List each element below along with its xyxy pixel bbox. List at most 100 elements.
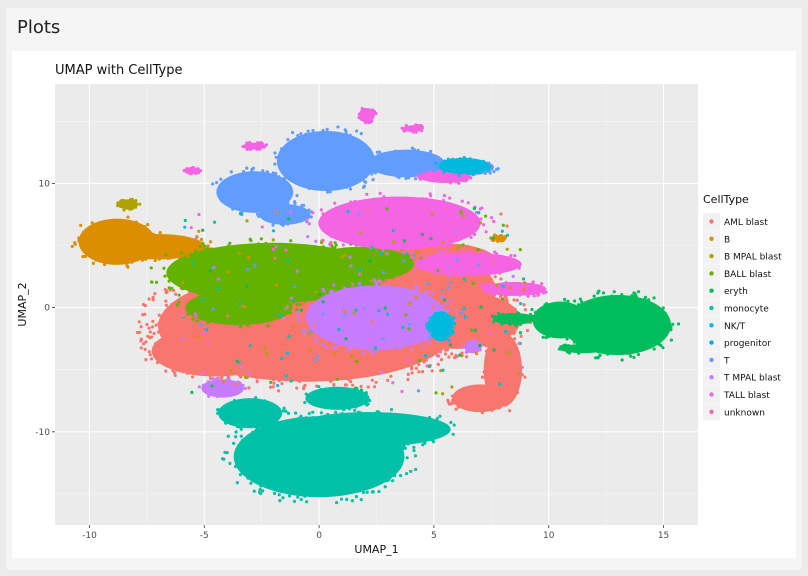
data-point <box>169 256 173 260</box>
data-point <box>163 288 167 292</box>
data-point <box>528 312 533 317</box>
data-point <box>151 298 155 302</box>
data-point <box>288 142 292 146</box>
data-point <box>454 309 458 313</box>
data-point <box>492 293 497 297</box>
data-point <box>299 308 304 312</box>
data-point <box>353 386 357 390</box>
data-point <box>372 109 377 114</box>
data-point <box>306 257 310 261</box>
data-point <box>255 425 259 429</box>
data-point <box>251 166 256 170</box>
data-point <box>480 375 485 379</box>
data-point <box>303 266 307 270</box>
data-point <box>232 441 236 445</box>
data-point <box>133 221 137 225</box>
data-point <box>296 133 300 138</box>
data-point <box>422 338 426 342</box>
data-point <box>353 486 358 490</box>
data-point <box>321 212 325 216</box>
data-point <box>573 332 577 336</box>
data-point <box>198 244 203 249</box>
data-point <box>312 329 317 334</box>
data-point <box>283 181 287 185</box>
data-point <box>206 244 210 248</box>
data-point <box>474 352 479 356</box>
data-point <box>479 305 483 309</box>
data-point <box>135 330 139 335</box>
data-point <box>455 257 459 261</box>
data-point <box>476 247 480 252</box>
data-point <box>332 283 336 287</box>
data-point <box>455 354 459 359</box>
data-point <box>273 256 277 260</box>
data-point <box>342 286 347 290</box>
cluster-core <box>216 171 294 213</box>
data-point <box>311 129 315 133</box>
data-point <box>489 216 494 220</box>
data-point <box>386 378 390 382</box>
data-point <box>661 346 665 350</box>
data-point <box>346 210 350 214</box>
data-point <box>150 335 154 339</box>
data-point <box>295 386 299 390</box>
data-point <box>473 340 477 344</box>
data-point <box>382 194 386 199</box>
data-point <box>201 241 205 245</box>
data-point <box>264 241 268 245</box>
data-point <box>273 151 277 155</box>
data-point <box>472 232 477 237</box>
data-point <box>285 351 289 355</box>
data-point <box>466 201 470 205</box>
data-point <box>421 173 425 177</box>
data-point <box>345 185 349 189</box>
data-point <box>248 344 252 348</box>
data-point <box>531 315 535 319</box>
data-point <box>452 344 456 348</box>
data-point <box>234 435 238 439</box>
data-point <box>220 457 225 461</box>
data-point <box>636 347 640 352</box>
data-point <box>454 236 458 240</box>
data-point <box>380 476 384 480</box>
data-point <box>430 369 434 373</box>
data-point <box>358 268 362 272</box>
data-point <box>279 178 283 183</box>
data-point <box>348 187 353 191</box>
data-point <box>418 177 423 181</box>
data-point <box>238 425 242 429</box>
data-point <box>490 408 494 412</box>
data-point <box>191 261 195 265</box>
data-point <box>300 419 305 423</box>
data-point <box>137 320 141 324</box>
data-point <box>178 253 182 257</box>
data-point <box>443 285 447 289</box>
data-point <box>345 497 349 502</box>
data-point <box>117 234 122 238</box>
data-point <box>385 344 389 348</box>
data-point <box>370 286 375 290</box>
data-point <box>418 353 422 357</box>
data-point <box>468 232 472 236</box>
data-point <box>284 378 288 382</box>
data-point <box>206 392 210 396</box>
data-point <box>395 174 399 178</box>
data-point <box>213 220 217 224</box>
data-point <box>501 330 505 334</box>
data-point <box>452 203 456 208</box>
data-point <box>352 311 356 315</box>
data-point <box>431 348 435 352</box>
data-point <box>375 409 379 414</box>
data-point <box>446 285 451 289</box>
cluster-core <box>307 246 414 282</box>
y-tick-label: 0 <box>44 304 50 314</box>
data-point <box>447 264 451 268</box>
data-point <box>344 132 348 136</box>
data-point <box>522 303 526 307</box>
data-point <box>239 365 243 369</box>
data-point <box>151 319 155 323</box>
data-point <box>275 359 280 363</box>
data-point <box>151 232 155 236</box>
data-point <box>289 296 294 300</box>
data-point <box>240 455 244 459</box>
